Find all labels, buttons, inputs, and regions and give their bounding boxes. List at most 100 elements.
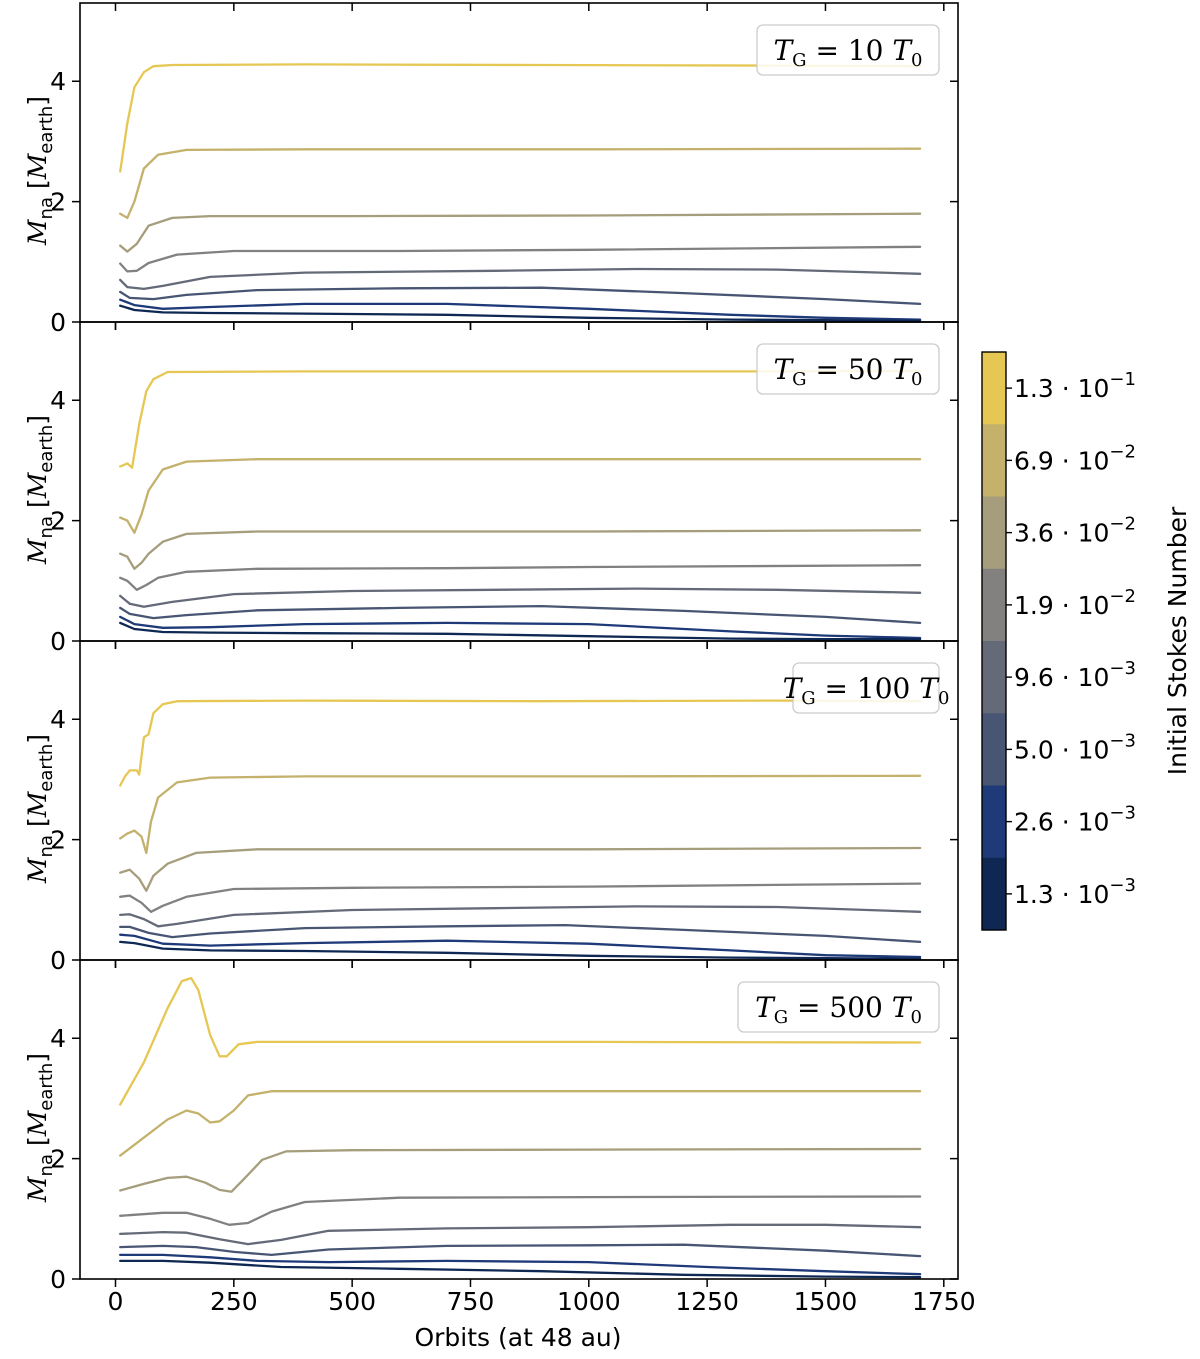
series-line-1.3e-3	[119, 1259, 922, 1279]
colorbar-tick-exp: −2	[1109, 441, 1136, 462]
y-label-unit: M	[23, 471, 52, 499]
colorbar-label: Initial Stokes Number	[1163, 506, 1192, 775]
y-label-bracket-close: ]	[23, 96, 52, 106]
legend-symbol-sub: G	[792, 369, 806, 390]
y-tick-label: 4	[50, 705, 66, 734]
legend-box: TG = 50 T0	[756, 343, 940, 395]
colorbar-segment	[982, 352, 1006, 425]
y-label-bracket-close: ]	[23, 734, 52, 744]
colorbar-tick-exp: −1	[1109, 369, 1136, 390]
y-label-sub: na	[36, 835, 57, 857]
series-line-1.3e-3	[119, 940, 922, 960]
colorbar-tick-base: 9.6 · 10	[1014, 663, 1109, 692]
series-line-6.9e-2	[119, 458, 922, 534]
y-label-unit: M	[23, 152, 52, 180]
colorbar-tick-exp: −2	[1109, 586, 1136, 607]
legend-frame	[756, 343, 940, 395]
y-label-bracket-close: ]	[23, 415, 52, 425]
series-line-3.6e-2	[119, 212, 922, 253]
colorbar-tick-exp: −2	[1109, 514, 1136, 535]
y-label-sub: na	[36, 1154, 57, 1176]
legend-ref-symbol: T	[919, 672, 940, 705]
series-line-3.6e-2	[119, 846, 922, 892]
y-tick-label: 0	[50, 308, 66, 337]
colorbar-tick-label: 1.3 · 10−3	[1014, 875, 1136, 909]
y-label-unit-sub: earth	[36, 744, 57, 792]
colorbar-tick-base: 1.3 · 10	[1014, 374, 1109, 403]
y-tick-label: 0	[50, 1265, 66, 1294]
colorbar-tick-label: 9.6 · 10−3	[1014, 658, 1136, 692]
legend-symbol: T	[773, 34, 794, 67]
colorbar-tick-base: 1.9 · 10	[1014, 591, 1109, 620]
legend-value: = 100	[816, 672, 920, 705]
y-tick-label: 4	[50, 67, 66, 96]
legend-box: TG = 100 T0	[783, 662, 949, 714]
x-tick-label: 250	[210, 1287, 258, 1316]
legend-symbol-sub: G	[774, 1007, 788, 1028]
y-label-symbol: M	[23, 1175, 52, 1203]
colorbar-tick-base: 2.6 · 10	[1014, 808, 1109, 837]
y-label-symbol: M	[23, 856, 52, 884]
legend-box: TG = 500 T0	[737, 981, 940, 1033]
series-line-5.0e-3	[119, 1243, 922, 1258]
colorbar-segment	[982, 785, 1006, 859]
colorbar-segment	[982, 568, 1006, 642]
y-label-unit-sub: earth	[36, 1063, 57, 1111]
series-line-1.9e-2	[119, 245, 922, 273]
colorbar-segment	[982, 713, 1006, 786]
series-line-9.6e-3	[119, 1223, 922, 1246]
legend-ref-symbol: T	[892, 34, 913, 67]
panel-frame	[79, 959, 959, 1280]
series-line-9.6e-3	[119, 587, 922, 608]
series-line-1.9e-2	[119, 882, 922, 913]
series-line-5.0e-3	[119, 604, 922, 625]
series-line-6.9e-2	[119, 147, 922, 220]
x-tick-label: 500	[328, 1287, 376, 1316]
y-label-symbol: M	[23, 537, 52, 565]
legend-frame	[792, 662, 940, 714]
legend-frame	[737, 981, 940, 1033]
legend-ref-sub: 0	[911, 50, 922, 71]
x-tick-label: 1750	[912, 1287, 976, 1316]
x-axis-label: Orbits (at 48 au)	[414, 1323, 621, 1352]
y-label-unit: M	[23, 790, 52, 818]
series-line-3.6e-2	[119, 529, 922, 570]
colorbar-tick-base: 1.3 · 10	[1014, 880, 1109, 909]
legend-ref-sub: 0	[911, 369, 922, 390]
legend-value: = 10	[807, 34, 893, 67]
series-line-3.6e-2	[119, 1147, 922, 1193]
y-axis-label: Mna [Mearth]	[23, 415, 57, 565]
colorbar-tick-label: 1.9 · 10−2	[1014, 586, 1136, 620]
y-tick-label: 2	[50, 507, 66, 536]
y-label-bracket: [	[23, 179, 52, 197]
x-tick-label: 750	[447, 1287, 495, 1316]
x-tick-label: 1500	[794, 1287, 858, 1316]
legend-value: = 500	[788, 991, 892, 1024]
series-line-1.3e-1	[119, 976, 922, 1106]
y-tick-label: 2	[50, 1145, 66, 1174]
y-label-bracket: [	[23, 817, 52, 835]
legend-ref-symbol: T	[892, 991, 913, 1024]
legend-frame	[756, 24, 940, 76]
y-tick-label: 4	[50, 386, 66, 415]
series-line-1.3e-1	[119, 369, 922, 469]
colorbar-frame	[981, 351, 1007, 931]
legend-ref-sub: 0	[910, 1007, 921, 1028]
series-line-2.6e-3	[119, 298, 922, 321]
y-label-unit-sub: earth	[36, 425, 57, 473]
colorbar-tick-label: 2.6 · 10−3	[1014, 803, 1136, 837]
colorbar-segment	[982, 424, 1006, 497]
series-line-9.6e-3	[119, 905, 922, 928]
colorbar-tick-base: 6.9 · 10	[1014, 446, 1109, 475]
x-tick-label: 1250	[675, 1287, 739, 1316]
series-line-6.9e-2	[119, 774, 922, 855]
y-tick-label: 0	[50, 627, 66, 656]
series-line-2.6e-3	[119, 1253, 922, 1276]
y-axis-label: Mna [Mearth]	[23, 96, 57, 246]
colorbar-tick-label: 3.6 · 10−2	[1014, 514, 1136, 548]
